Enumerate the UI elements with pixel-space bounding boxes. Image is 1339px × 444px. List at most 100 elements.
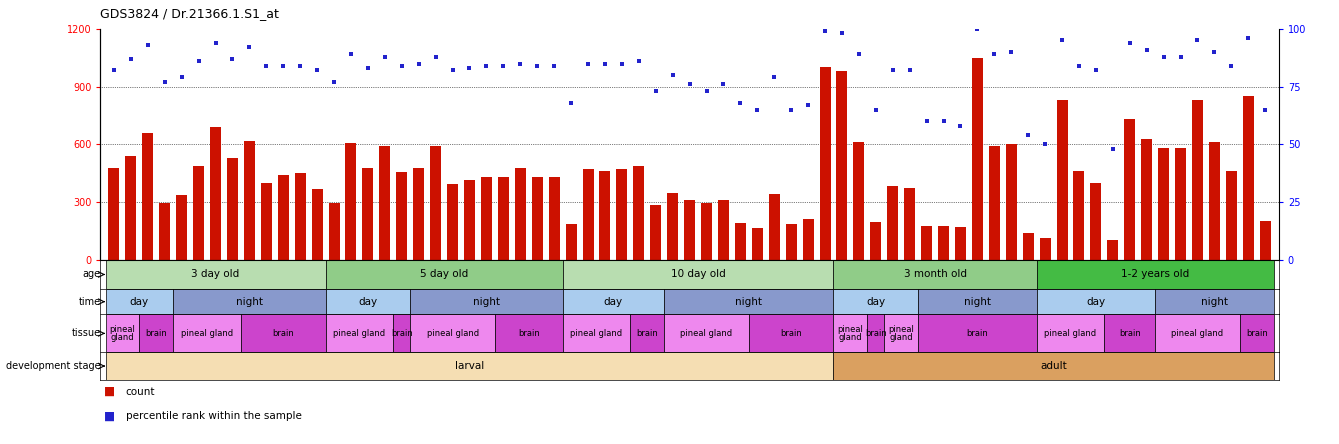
Text: development stage: development stage xyxy=(5,361,100,371)
Point xyxy=(391,62,412,69)
Text: adult: adult xyxy=(1040,361,1067,371)
Bar xyxy=(939,226,949,260)
Bar xyxy=(244,141,254,260)
Bar xyxy=(228,158,238,260)
Point xyxy=(1035,141,1056,148)
Point xyxy=(814,28,836,35)
Point xyxy=(187,58,209,65)
Bar xyxy=(394,314,410,353)
Point xyxy=(679,81,700,88)
Point xyxy=(882,67,904,74)
Text: brain: brain xyxy=(272,329,295,338)
Text: ■: ■ xyxy=(104,385,115,398)
Text: day: day xyxy=(130,297,149,307)
Text: pineal gland: pineal gland xyxy=(1172,329,1224,338)
Point xyxy=(459,64,481,71)
Bar xyxy=(261,183,272,260)
Bar xyxy=(295,173,305,260)
Bar xyxy=(565,224,577,260)
Bar xyxy=(177,195,187,260)
Bar xyxy=(769,194,779,260)
Bar xyxy=(600,171,611,260)
Bar xyxy=(1225,171,1237,260)
Text: ■: ■ xyxy=(104,409,115,423)
Text: night: night xyxy=(1201,297,1228,307)
Text: night: night xyxy=(735,297,762,307)
Point xyxy=(103,67,125,74)
Text: GDS3824 / Dr.21366.1.S1_at: GDS3824 / Dr.21366.1.S1_at xyxy=(100,7,280,20)
Point xyxy=(645,88,667,95)
Point xyxy=(137,41,158,48)
Text: percentile rank within the sample: percentile rank within the sample xyxy=(126,411,301,421)
Bar xyxy=(173,314,241,353)
Point xyxy=(171,74,193,81)
Bar xyxy=(312,189,323,260)
Bar xyxy=(532,177,542,260)
Point xyxy=(526,62,548,69)
Bar xyxy=(210,127,221,260)
Point xyxy=(730,99,751,107)
Bar xyxy=(465,180,475,260)
Bar xyxy=(414,167,424,260)
Point xyxy=(1069,62,1090,69)
Bar xyxy=(495,314,562,353)
Bar xyxy=(430,147,441,260)
Point xyxy=(340,51,362,58)
Text: 5 day old: 5 day old xyxy=(420,270,469,279)
Bar xyxy=(498,177,509,260)
Bar xyxy=(481,177,491,260)
Bar xyxy=(447,184,458,260)
Point xyxy=(442,67,463,74)
Bar xyxy=(802,218,814,260)
Point xyxy=(916,118,937,125)
Bar xyxy=(345,143,356,260)
Text: pineal gland: pineal gland xyxy=(181,329,233,338)
Text: brain: brain xyxy=(391,329,412,338)
Bar xyxy=(1105,314,1156,353)
Bar xyxy=(702,203,712,260)
Point xyxy=(967,25,988,32)
Bar xyxy=(193,166,204,260)
Point xyxy=(1000,48,1022,56)
Bar xyxy=(1240,314,1273,353)
Text: 1-2 years old: 1-2 years old xyxy=(1121,270,1189,279)
Bar xyxy=(819,67,830,260)
Bar xyxy=(853,143,865,260)
Point xyxy=(408,60,430,67)
Text: night: night xyxy=(236,297,262,307)
Point xyxy=(510,60,532,67)
Point xyxy=(798,102,819,109)
Point xyxy=(1135,46,1157,53)
Bar xyxy=(325,260,562,289)
Bar xyxy=(884,314,919,353)
Text: brain: brain xyxy=(865,329,886,338)
Point xyxy=(273,62,295,69)
Bar xyxy=(379,147,391,260)
Bar xyxy=(633,166,644,260)
Point xyxy=(1186,37,1208,44)
Bar xyxy=(1107,240,1118,260)
Bar xyxy=(328,203,340,260)
Bar xyxy=(1156,314,1240,353)
Bar xyxy=(106,260,325,289)
Text: tissue: tissue xyxy=(71,329,100,338)
Bar xyxy=(870,222,881,260)
Text: day: day xyxy=(866,297,885,307)
Point xyxy=(1237,35,1259,42)
Bar xyxy=(562,314,631,353)
Point xyxy=(781,106,802,113)
Point xyxy=(121,56,142,63)
Point xyxy=(595,60,616,67)
Bar xyxy=(616,170,628,260)
Bar xyxy=(833,314,868,353)
Point xyxy=(611,60,632,67)
Text: pineal
gland: pineal gland xyxy=(837,325,864,342)
Bar xyxy=(1125,119,1135,260)
Point xyxy=(374,53,395,60)
Bar xyxy=(562,289,664,314)
Point xyxy=(323,79,344,86)
Bar xyxy=(868,314,884,353)
Point xyxy=(712,81,734,88)
Point xyxy=(949,123,971,130)
Point xyxy=(475,62,497,69)
